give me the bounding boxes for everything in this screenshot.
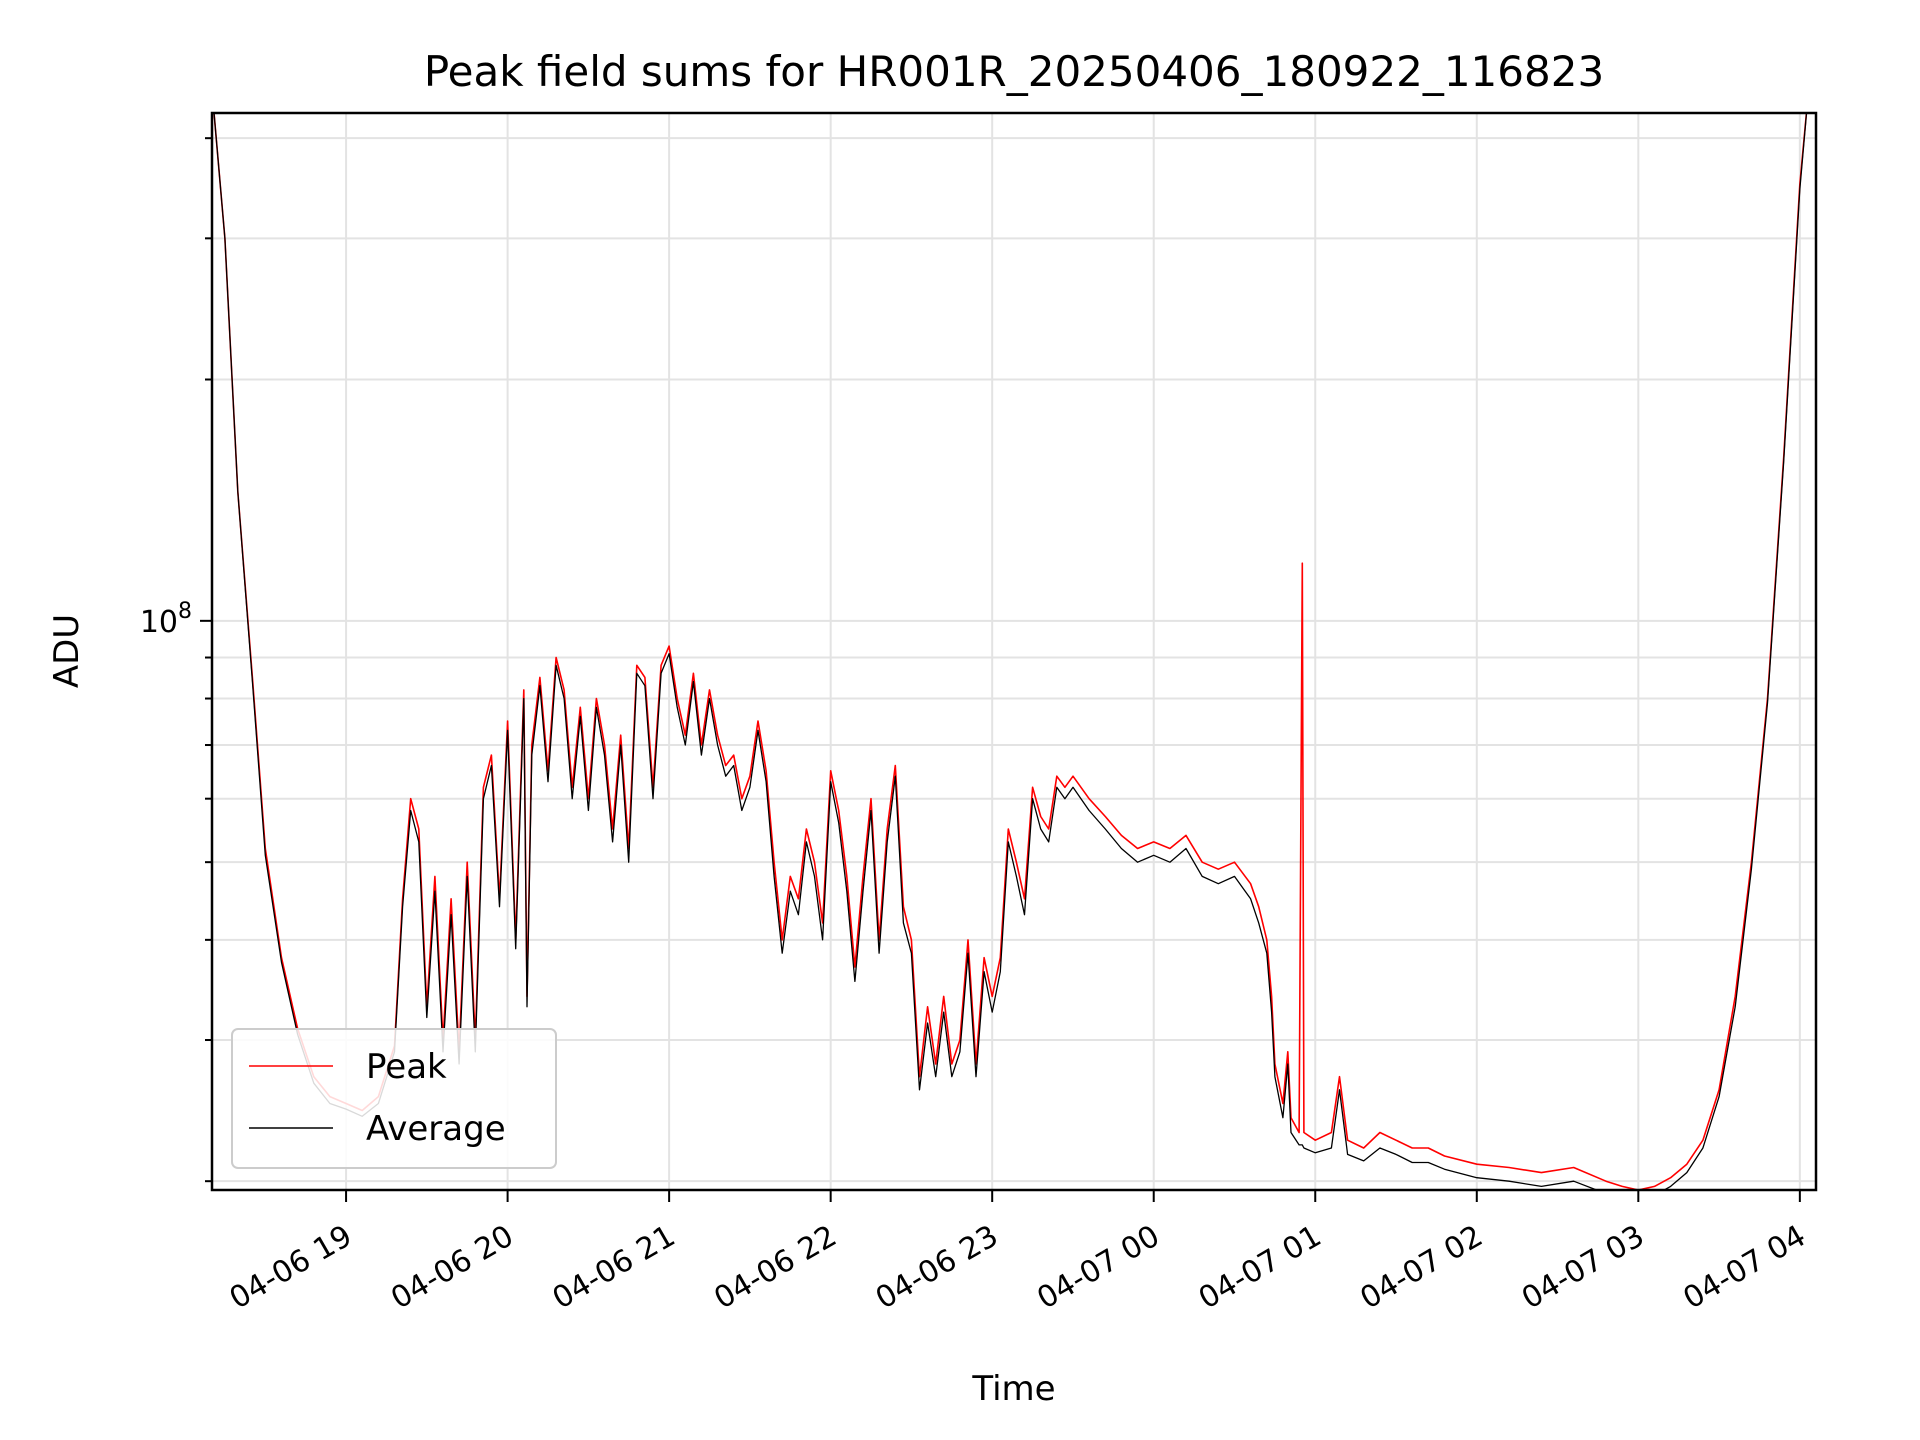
x-axis-label: Time — [971, 1369, 1055, 1409]
legend-peak-label: Peak — [366, 1047, 447, 1087]
x-tick-label: 04-07 03 — [1516, 1219, 1650, 1317]
legend: Peak Average — [231, 1028, 557, 1169]
y-tick-label: 108 — [140, 599, 192, 640]
x-tick-label: 04-07 01 — [1193, 1219, 1327, 1317]
legend-box — [231, 1028, 557, 1169]
x-tick-label: 04-06 19 — [224, 1219, 358, 1317]
x-tick-label: 04-07 04 — [1678, 1219, 1812, 1317]
plot-frame — [210, 111, 1818, 1192]
chart-title: Peak field sums for HR001R_20250406_1809… — [424, 47, 1604, 96]
x-tick-label: 04-07 02 — [1354, 1219, 1488, 1317]
series-line-average — [213, 113, 1808, 1190]
series-layer — [213, 113, 1808, 1190]
x-tick-label: 04-06 23 — [870, 1219, 1004, 1317]
x-tick-label: 04-07 00 — [1031, 1219, 1165, 1317]
y-ticks: 108 — [140, 137, 212, 1183]
y-axis-label: ADU — [47, 614, 87, 688]
x-tick-label: 04-06 21 — [547, 1219, 681, 1317]
x-tick-label: 04-06 22 — [708, 1219, 842, 1317]
x-ticks: 04-06 19 04-06 20 04-06 21 04-06 22 04-06 23… — [224, 1190, 1812, 1316]
grid — [212, 113, 1816, 1190]
x-tick-label: 04-06 20 — [385, 1219, 519, 1317]
legend-average-label: Average — [366, 1109, 506, 1149]
series-line-peak — [213, 113, 1808, 1190]
